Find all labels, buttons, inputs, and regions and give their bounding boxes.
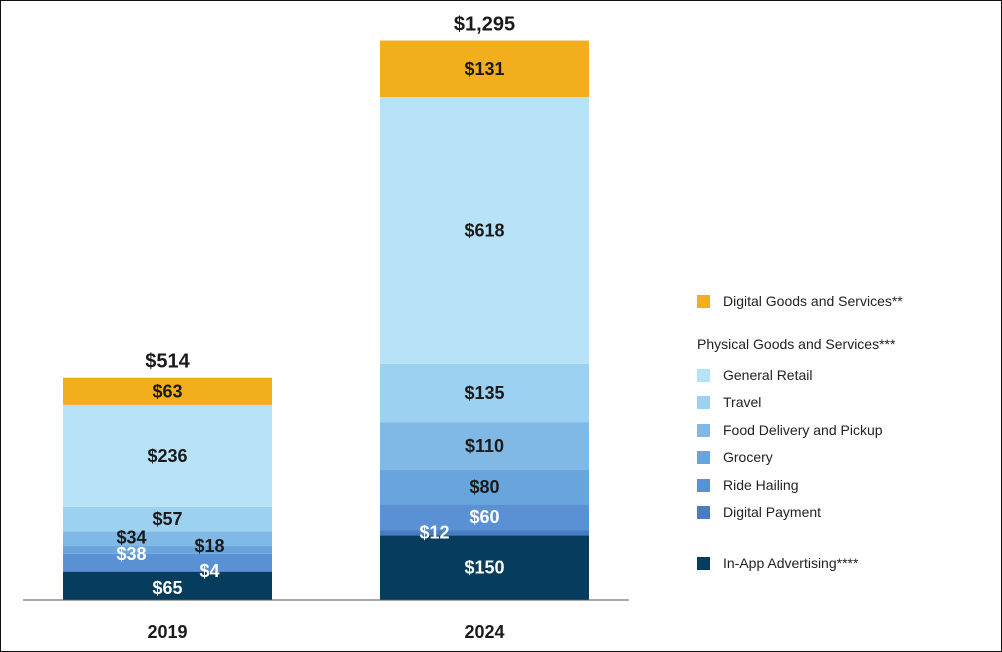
bar-segment-2019-digital-goods-and-services (63, 377, 272, 405)
data-label-2019-digital-payment: $4 (199, 561, 219, 581)
segment-labels: $65 $4 $38 $18 $34 $57 $236 $63 $150 $12 $60 $80 $11… (116, 59, 504, 598)
data-label-2019-in-app-advertising: $65 (152, 578, 182, 598)
bar-segment-2019-travel (63, 506, 272, 532)
legend-item-general-retail: General Retail (697, 365, 813, 385)
data-label-2019-food-delivery-and-pickup: $34 (116, 528, 146, 548)
bar-segment-2024-food-delivery-and-pickup (380, 422, 589, 470)
data-label-2024-ride-hailing: $60 (469, 507, 499, 527)
bar-segment-2019-in-app-advertising (63, 571, 272, 600)
legend-item-travel: Travel (697, 392, 761, 412)
data-label-2024-digital-payment: $12 (419, 523, 449, 543)
legend-item-digital-payment: Digital Payment (697, 502, 821, 522)
legend-swatch-travel (697, 395, 710, 409)
legend-item-food-delivery: Food Delivery and Pickup (697, 420, 883, 440)
data-label-2024-general-retail: $618 (464, 221, 504, 241)
data-label-2019-grocery: $18 (194, 536, 224, 556)
legend-label-grocery: Grocery (723, 449, 773, 465)
bar-segment-2019-digital-payment (63, 570, 272, 572)
legend-heading-physical-goods: Physical Goods and Services*** (697, 336, 896, 352)
legend-label-general-retail: General Retail (723, 367, 813, 383)
data-label-2024-travel: $135 (464, 383, 504, 403)
data-label-2019-general-retail: $236 (147, 446, 187, 466)
bar-segment-2024-ride-hailing (380, 504, 589, 531)
legend-swatch-food-delivery (697, 423, 710, 437)
bar-segment-2019-ride-hailing (63, 553, 272, 571)
data-label-2024-grocery: $80 (469, 477, 499, 497)
legend-item-grocery: Grocery (697, 447, 773, 467)
bar-segment-2019-general-retail (63, 404, 272, 507)
legend-swatch-in-app-advertising (697, 556, 710, 570)
total-label-2019: $514 (145, 351, 190, 373)
legend-label-food-delivery: Food Delivery and Pickup (723, 422, 883, 438)
x-tick-label-2024: 2024 (464, 622, 504, 642)
legend-label-in-app-advertising: In-App Advertising**** (723, 555, 859, 571)
bar-segment-2024-in-app-advertising (380, 535, 589, 600)
data-label-2019-travel: $57 (152, 509, 182, 529)
data-label-2019-digital-goods-and-services: $63 (152, 381, 182, 401)
data-label-2019-ride-hailing: $38 (116, 544, 146, 564)
bar-segment-2024-grocery (380, 469, 589, 505)
legend-item-in-app-advertising: In-App Advertising**** (697, 553, 858, 573)
legend-label-digital-goods: Digital Goods and Services** (723, 293, 903, 309)
legend-label-travel: Travel (723, 394, 762, 410)
legend-label-ride-hailing: Ride Hailing (723, 477, 799, 493)
legend-swatch-digital-payment (697, 505, 710, 519)
data-label-2024-food-delivery-and-pickup: $110 (465, 436, 504, 456)
legend-swatch-general-retail (697, 368, 710, 382)
bar-segment-2024-travel (380, 363, 589, 423)
legend-swatch-grocery (697, 450, 710, 464)
bar-segment-2019-grocery (63, 546, 272, 554)
bar-segment-2019-food-delivery-and-pickup (63, 531, 272, 547)
total-label-2024: $1,295 (454, 14, 515, 36)
data-label-2024-digital-goods-and-services: $131 (464, 59, 504, 79)
bar-segment-2024-digital-payment (380, 530, 589, 536)
legend-swatch-digital-goods (697, 294, 710, 308)
bar-segment-2024-digital-goods-and-services (380, 40, 589, 98)
bar-segment-2024-general-retail (380, 97, 589, 364)
bar-segments (63, 40, 589, 600)
data-label-2024-in-app-advertising: $150 (464, 558, 504, 578)
legend-item-digital-goods: Digital Goods and Services** (697, 291, 903, 311)
legend-label-digital-payment: Digital Payment (723, 504, 822, 520)
x-tick-label-2019: 2019 (147, 622, 187, 642)
legend-item-ride-hailing: Ride Hailing (697, 475, 798, 495)
legend-swatch-ride-hailing (697, 478, 710, 492)
